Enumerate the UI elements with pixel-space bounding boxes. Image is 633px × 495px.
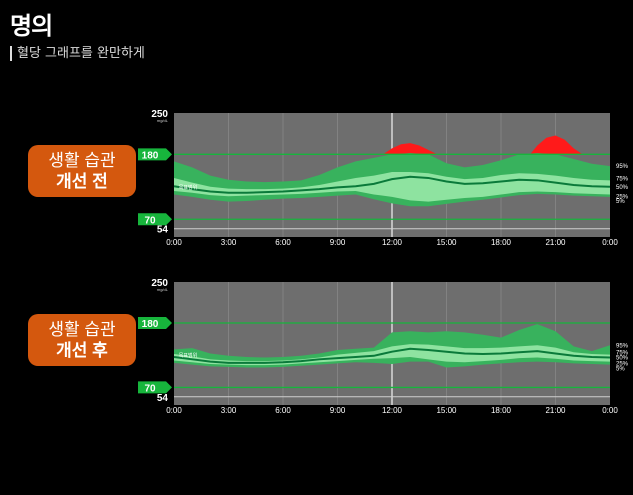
x-tick-label: 0:00: [166, 406, 182, 415]
x-tick-label: 12:00: [382, 406, 403, 415]
x-tick-label: 18:00: [491, 238, 512, 247]
percentile-label: 75%: [616, 351, 629, 357]
x-tick-label: 15:00: [436, 238, 457, 247]
panel-label-after-line1: 생활 습관: [48, 320, 116, 339]
x-tick-label: 6:00: [275, 238, 291, 247]
y-unit-label: mg/dL: [157, 287, 169, 292]
y-tick-label: 180: [142, 319, 159, 330]
y-tick-label: 54: [157, 225, 169, 236]
target-range-label: 목표범위: [179, 352, 197, 359]
x-tick-label: 3:00: [221, 406, 237, 415]
y-tick-label: 250: [151, 109, 168, 120]
percentile-label: 95%: [616, 164, 629, 170]
y-unit-label: mg/dL: [157, 118, 169, 123]
target-range-label: 목표범위: [179, 184, 197, 191]
y-tick-label: 70: [144, 383, 156, 394]
median-line: [173, 347, 611, 364]
segment-subtitle: 혈당 그래프를 완만하게: [10, 46, 145, 61]
x-tick-label: 18:00: [491, 406, 512, 415]
y-tick-label: 54: [157, 393, 169, 404]
x-tick-label: 21:00: [545, 406, 566, 415]
panel-label-after: 생활 습관 개선 후: [28, 314, 136, 366]
percentile-label: 95%: [616, 343, 629, 349]
x-tick-label: 12:00: [382, 238, 403, 247]
y-tick-label: 180: [142, 150, 159, 161]
target-marker: [138, 381, 172, 394]
x-tick-label: 3:00: [221, 238, 237, 247]
panel-label-before-line1: 생활 습관: [48, 151, 116, 170]
target-marker: [138, 148, 172, 161]
above-range-area: [382, 143, 438, 155]
band-25-75: [174, 344, 610, 366]
percentile-label: 5%: [616, 367, 625, 373]
x-tick-label: 6:00: [275, 406, 291, 415]
panel-label-before: 생활 습관 개선 전: [28, 145, 136, 197]
percentile-label: 25%: [616, 194, 629, 200]
x-tick-label: 0:00: [602, 406, 618, 415]
program-logo: 명의: [10, 11, 53, 40]
panel-label-after-line2: 개선 후: [56, 341, 108, 360]
x-tick-label: 21:00: [545, 238, 566, 247]
percentile-label: 75%: [616, 176, 629, 182]
band-25-75: [174, 172, 610, 202]
panel-label-before-line2: 개선 전: [56, 172, 108, 191]
x-tick-label: 9:00: [330, 406, 346, 415]
target-marker: [138, 317, 172, 329]
percentile-label: 5%: [616, 199, 625, 205]
percentile-label: 25%: [616, 362, 629, 368]
x-tick-label: 9:00: [330, 238, 346, 247]
percentile-label: 50%: [616, 185, 629, 191]
x-tick-label: 0:00: [166, 238, 182, 247]
y-tick-label: 70: [144, 215, 156, 226]
percentile-label: 50%: [616, 356, 629, 362]
x-tick-label: 0:00: [602, 238, 618, 247]
median-line: [173, 175, 611, 194]
y-tick-label: 250: [151, 278, 168, 289]
target-marker: [138, 213, 172, 226]
above-range-area: [530, 135, 583, 155]
x-tick-label: 15:00: [436, 406, 457, 415]
